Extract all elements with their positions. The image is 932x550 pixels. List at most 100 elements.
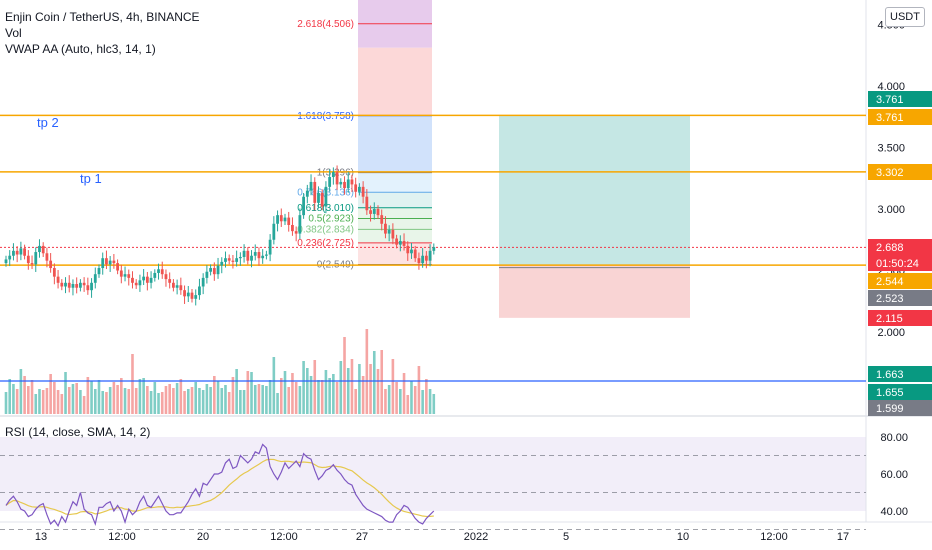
tp2-label[interactable]: tp 2 [37,115,59,130]
price-tag[interactable] [868,290,932,306]
price-tag[interactable] [868,164,932,180]
price-tag-label: 3.302 [876,167,904,179]
volume-bar [34,394,38,414]
price-tag[interactable] [868,255,932,271]
rsi-legend[interactable]: RSI (14, close, SMA, 14, 2) [5,425,151,439]
price-tag[interactable] [868,310,932,326]
rsi-line [5,443,435,528]
price-tag-label: 3.761 [876,112,904,124]
price-tag[interactable] [868,273,932,289]
candle-body [179,285,183,291]
volume-bar [272,357,276,414]
candle-body [320,193,324,207]
volume-bar [399,389,402,414]
time-axis-label: 13 [35,531,47,543]
vwap-legend[interactable]: VWAP AA (Auto, hlc3, 14, 1) [5,42,156,56]
candle-body [317,193,320,203]
volume-bar [60,394,64,414]
candle-body [190,292,194,299]
volume-bar [406,395,410,414]
candle-body [198,286,201,296]
volume-bar [86,377,90,414]
volume-bar [372,351,376,414]
volume-bar [190,387,194,414]
price-tag[interactable] [868,109,932,125]
volume-bar [250,372,253,414]
volume-bar [384,389,387,414]
candle-body [246,250,250,261]
price-tag[interactable] [868,91,932,107]
volume-bar [358,364,361,414]
position-profit-zone[interactable] [499,115,690,266]
price-tag[interactable] [868,400,932,416]
volume-bar [101,391,105,414]
price-axis-label: 3.500 [877,143,905,155]
candle-body [82,282,86,286]
candle-body [265,254,268,256]
candle-body [8,255,12,260]
candle-body [369,210,372,214]
currency-button[interactable]: USDT [885,7,925,27]
candle-body [276,215,279,224]
candle-body [134,282,138,286]
candle-body [287,217,291,225]
volume-bar [157,393,160,414]
volume-bar [186,389,190,414]
volume-bar [302,361,305,414]
candle-body [34,252,38,265]
volume-bar [153,382,157,414]
candle-body [402,240,406,246]
candle-body [331,172,335,178]
volume-legend[interactable]: Vol [5,26,22,40]
volume-bar [108,387,112,414]
volume-bar [328,378,331,414]
volume-bar [67,387,71,414]
volume-bar [45,388,49,414]
candle-body [97,268,101,275]
volume-bar [332,374,335,414]
volume-bar [335,382,339,414]
candle-body [93,274,97,283]
candle-body [75,284,79,288]
volume-bar [123,388,127,414]
candle-body [49,260,53,269]
volume-bar [164,386,168,414]
candle-body [343,181,346,189]
time-axis-label: 5 [563,531,569,543]
symbol-legend[interactable]: Enjin Coin / TetherUS, 4h, BINANCE [5,10,200,24]
candle-body [384,223,387,234]
candle-body [201,277,205,287]
candle-body [108,260,112,265]
volume-bar [4,392,8,414]
volume-bar [97,380,101,414]
candle-body [358,186,361,192]
rsi-axis-label: 40.00 [880,506,908,518]
volume-bar [127,389,131,414]
volume-bar [235,369,238,414]
candle-body [339,181,343,185]
price-tag[interactable] [868,239,932,255]
volume-bar [231,377,235,414]
price-tag[interactable] [868,366,932,382]
candle-body [26,255,30,264]
candle-body [391,229,395,239]
rsi-axis-label: 80.00 [880,432,908,444]
position-loss-zone[interactable] [499,265,690,318]
fib-zone-2618 [358,47,432,116]
candle-body [41,245,45,254]
time-axis-label: 2022 [464,531,488,543]
tp1-label[interactable]: tp 1 [80,171,102,186]
volume-bar [268,380,272,414]
volume-bar [82,396,86,414]
volume-bar [19,369,23,414]
volume-bar [216,381,220,414]
volume-bar [56,390,60,414]
price-pane[interactable] [0,0,866,415]
price-tag[interactable] [868,384,932,400]
volume-bar [41,390,45,414]
volume-bar [417,366,421,414]
volume-bar [294,382,298,414]
volume-bar [146,386,149,414]
